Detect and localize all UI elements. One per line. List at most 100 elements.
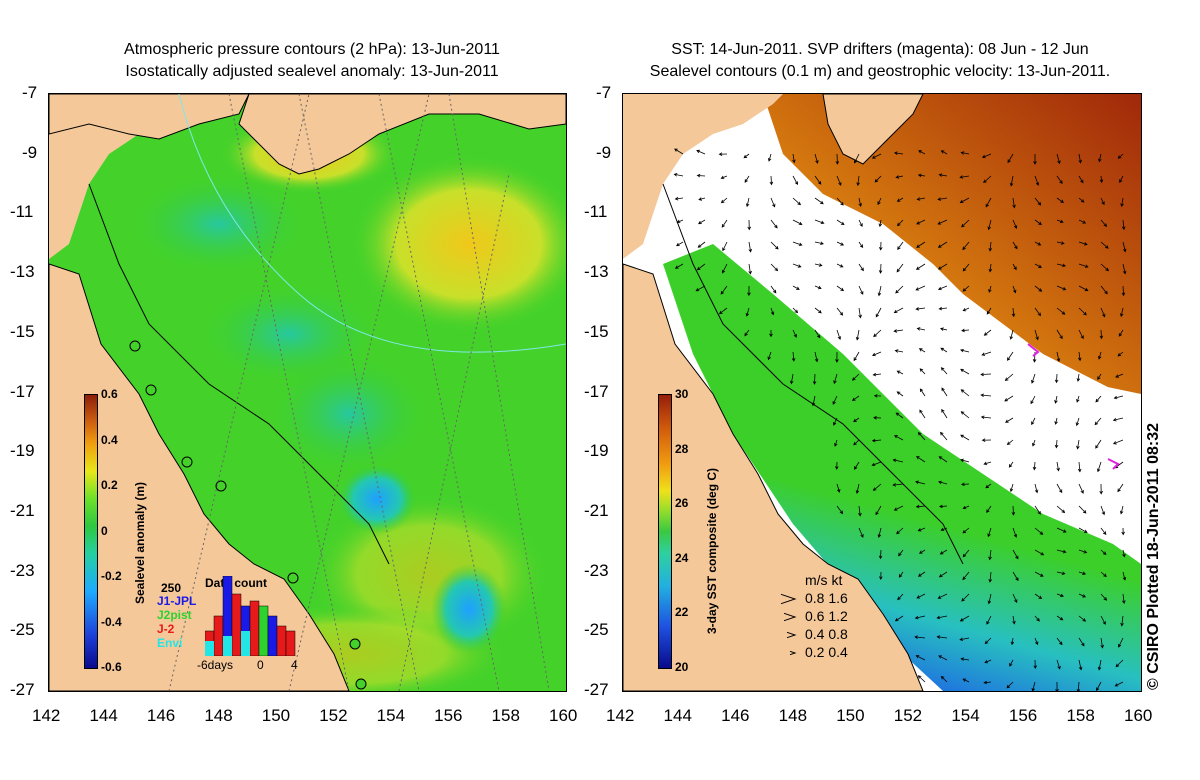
- data-count-title: Data count: [205, 576, 268, 590]
- velocity-arrow: [1054, 417, 1058, 425]
- velocity-arrow: [770, 197, 776, 208]
- velocity-arrow: [1034, 197, 1042, 206]
- velocity-arrow: [960, 411, 970, 419]
- velocity-arrow: [960, 389, 970, 397]
- velocity-arrow: [1034, 241, 1042, 246]
- velocity-arrow: [812, 373, 817, 385]
- velocity-arrow: [1115, 373, 1124, 378]
- velocity-arrow: [981, 351, 992, 356]
- velocity-arrow: [1031, 373, 1036, 384]
- velocity-arrow: [1121, 527, 1125, 536]
- velocity-arrow: [873, 394, 882, 398]
- velocity-arrow: [877, 197, 882, 206]
- velocity-arrow: [1056, 197, 1064, 204]
- sealevel-colorbar-tick: 0.6: [101, 387, 118, 401]
- velocity-arrow: [1100, 593, 1108, 601]
- velocity-arrow: [1100, 527, 1107, 535]
- velocity-arrow: [1007, 153, 1014, 164]
- right-title-line2: Sealevel contours (0.1 m) and geostrophi…: [649, 63, 1111, 80]
- velocity-arrow: [1078, 241, 1088, 246]
- velocity-arrow: [980, 393, 992, 398]
- velocity-arrow: [792, 285, 800, 290]
- sealevel-colorbar-tick: -0.2: [101, 569, 122, 583]
- velocity-arrow: [895, 412, 904, 419]
- velocity-arrow: [814, 175, 822, 185]
- velocity-arrow: [988, 263, 993, 273]
- velocity-arrow: [673, 172, 684, 177]
- velocity-arrow: [1120, 197, 1124, 208]
- velocity-arrow: [896, 197, 904, 202]
- velocity-arrow: [1012, 263, 1017, 271]
- velocity-arrow: [836, 483, 841, 493]
- velocity-arrow: [1078, 637, 1085, 647]
- velocity-arrow: [916, 241, 926, 248]
- sealevel-colorbar-tick: -0.6: [101, 660, 122, 674]
- velocity-arrow: [1122, 241, 1127, 253]
- geostrophic-velocity-arrows: [673, 148, 1127, 691]
- velocity-arrow: [987, 527, 992, 538]
- velocity-arrow: [892, 458, 904, 463]
- data-count-legend-item: J-2: [157, 622, 175, 636]
- speed-key-row: 0.8 1.6: [805, 590, 848, 606]
- velocity-arrow: [898, 549, 904, 557]
- velocity-arrow: [1100, 549, 1107, 556]
- island: [145, 384, 157, 396]
- velocity-arrow: [895, 285, 904, 294]
- velocity-arrow: [960, 482, 970, 487]
- velocity-arrow: [745, 197, 750, 208]
- velocity-arrow: [1078, 307, 1087, 316]
- velocity-arrow: [940, 675, 948, 683]
- x-tick-label: 142: [606, 706, 635, 725]
- velocity-arrow: [1056, 219, 1064, 224]
- x-tick-label: 158: [1066, 706, 1095, 725]
- velocity-arrow: [986, 307, 992, 315]
- velocity-arrow: [1054, 395, 1058, 404]
- velocity-arrow: [697, 219, 706, 225]
- velocity-arrow: [962, 285, 970, 292]
- velocity-arrow: [1012, 241, 1018, 250]
- x-tick-label: 154: [376, 706, 406, 725]
- sst-colorbar-tick: 24: [675, 550, 689, 565]
- velocity-arrow: [916, 197, 926, 201]
- velocity-arrow: [893, 505, 904, 511]
- velocity-arrow: [814, 153, 819, 164]
- x-tick-label: 144: [89, 706, 118, 725]
- sst-warm-region: [763, 94, 1141, 394]
- velocity-arrow: [1054, 439, 1059, 449]
- velocity-arrow: [917, 173, 926, 178]
- velocity-arrow: [872, 372, 882, 377]
- velocity-arrow: [914, 635, 926, 639]
- speed-key-arrow: [783, 612, 797, 622]
- velocity-arrow: [696, 263, 706, 271]
- velocity-arrow: [1121, 285, 1126, 297]
- y-tick-label: -15: [10, 321, 35, 341]
- velocity-arrow: [1076, 439, 1080, 450]
- anomaly-high-region: [349, 154, 566, 334]
- velocity-arrow: [988, 241, 993, 252]
- velocity-arrow: [1034, 483, 1039, 494]
- x-tick-label: 146: [721, 706, 750, 725]
- sst-colorbar: [658, 394, 672, 669]
- velocity-arrow: [1100, 307, 1106, 318]
- velocity-arrow: [1099, 329, 1104, 340]
- velocity-arrow: [743, 153, 750, 159]
- velocity-arrow: [1078, 329, 1084, 340]
- velocity-arrow: [917, 571, 926, 577]
- velocity-arrow: [770, 307, 775, 316]
- velocity-arrow: [814, 219, 825, 225]
- velocity-arrow: [1056, 659, 1061, 670]
- x-tick-label: 144: [663, 706, 692, 725]
- y-tick-label: -15: [584, 321, 609, 341]
- velocity-arrow: [1056, 571, 1066, 575]
- velocity-arrow: [1056, 483, 1063, 494]
- velocity-arrow: [962, 263, 970, 272]
- velocity-arrow: [916, 219, 926, 225]
- speed-key-row: 0.6 1.2: [805, 608, 848, 624]
- velocity-arrow: [1009, 329, 1014, 340]
- y-tick-label: -11: [10, 202, 34, 222]
- velocity-arrow: [769, 175, 774, 186]
- velocity-arrow: [1078, 197, 1085, 203]
- velocity-arrow: [871, 461, 882, 467]
- australia-landmass: [49, 263, 350, 691]
- right-title-line1: SST: 14-Jun-2011. SVP drifters (magenta)…: [671, 41, 1089, 58]
